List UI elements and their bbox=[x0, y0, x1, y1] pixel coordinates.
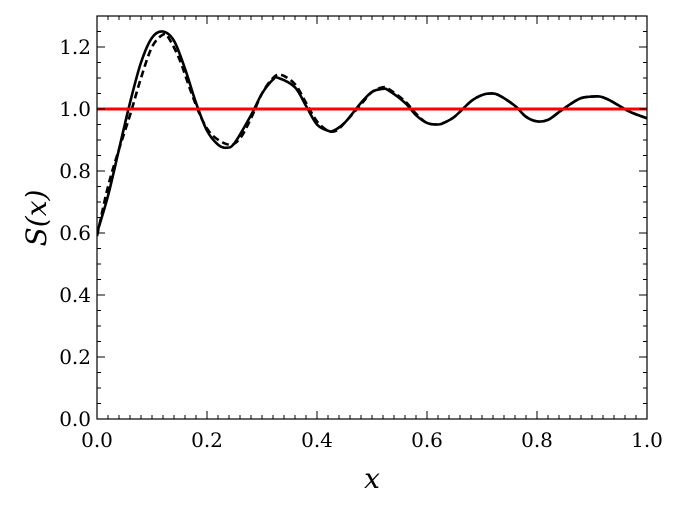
x-tick-label: 0.0 bbox=[81, 428, 113, 452]
x-tick-label: 0.8 bbox=[521, 428, 553, 452]
x-tick-label: 0.6 bbox=[411, 428, 443, 452]
y-tick-label: 0.0 bbox=[59, 407, 91, 431]
x-tick-label: 0.2 bbox=[191, 428, 223, 452]
x-axis-label: x bbox=[364, 462, 380, 495]
axes-layer: 0.0 0.2 0.4 0.6 0.8 1.0 0.0 0.2 0.4 0.6 0.8 1.0 1.2 bbox=[59, 15, 663, 452]
plot-frame bbox=[96, 15, 648, 420]
y-tick-label: 0.4 bbox=[59, 283, 91, 307]
y-tick-label: 1.2 bbox=[59, 35, 91, 59]
x-tick-label: 1.0 bbox=[631, 428, 663, 452]
y-tick-label: 1.0 bbox=[59, 97, 91, 121]
dashed-curve bbox=[97, 32, 647, 237]
series-layer bbox=[97, 30, 647, 237]
y-tick-label: 0.8 bbox=[59, 159, 91, 183]
y-axis-label: S(x) bbox=[20, 190, 53, 247]
x-tick-label: 0.4 bbox=[301, 428, 333, 452]
y-tick-label: 0.6 bbox=[59, 221, 91, 245]
y-tick-label: 0.2 bbox=[59, 345, 91, 369]
